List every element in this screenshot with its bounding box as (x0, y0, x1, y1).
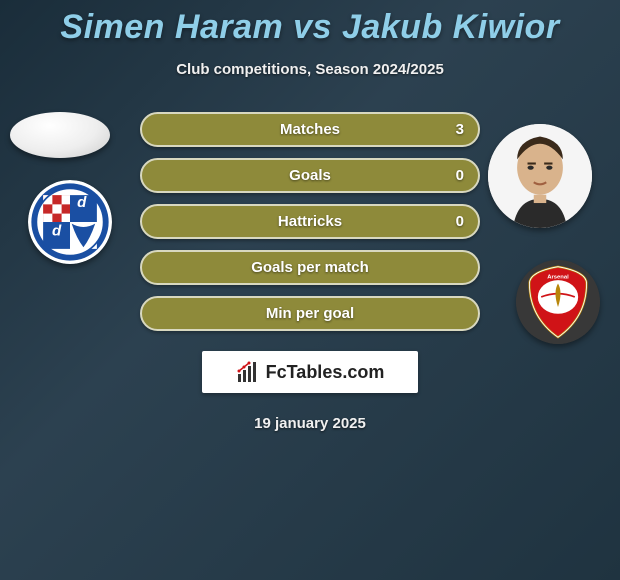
stat-label: Hattricks (278, 213, 342, 230)
stat-right-value: 0 (456, 167, 464, 184)
svg-text:Arsenal: Arsenal (547, 274, 569, 280)
club-left-badge: d d (28, 180, 112, 264)
page-title: Simen Haram vs Jakub Kiwior (0, 0, 620, 47)
stats-container: Matches 3 Goals 0 Hattricks 0 Goals per … (140, 112, 480, 331)
club-right-badge: Arsenal (516, 260, 600, 344)
stat-row-hattricks: Hattricks 0 (140, 204, 480, 239)
stat-row-goals-per-match: Goals per match (140, 250, 480, 285)
player-left-photo (10, 112, 110, 158)
stat-label: Goals (289, 167, 331, 184)
subtitle: Club competitions, Season 2024/2025 (0, 61, 620, 78)
player-right-photo (488, 124, 592, 228)
date-text: 19 january 2025 (0, 415, 620, 432)
stat-label: Goals per match (251, 259, 369, 276)
stat-right-value: 0 (456, 213, 464, 230)
svg-text:d: d (77, 194, 87, 211)
svg-text:d: d (52, 222, 62, 239)
stat-label: Matches (280, 121, 340, 138)
watermark-text: FcTables.com (266, 362, 385, 383)
chart-icon (236, 360, 260, 384)
stat-row-min-per-goal: Min per goal (140, 296, 480, 331)
stat-row-goals: Goals 0 (140, 158, 480, 193)
watermark: FcTables.com (202, 351, 418, 393)
stat-row-matches: Matches 3 (140, 112, 480, 147)
stat-label: Min per goal (266, 305, 354, 322)
stat-right-value: 3 (456, 121, 464, 138)
